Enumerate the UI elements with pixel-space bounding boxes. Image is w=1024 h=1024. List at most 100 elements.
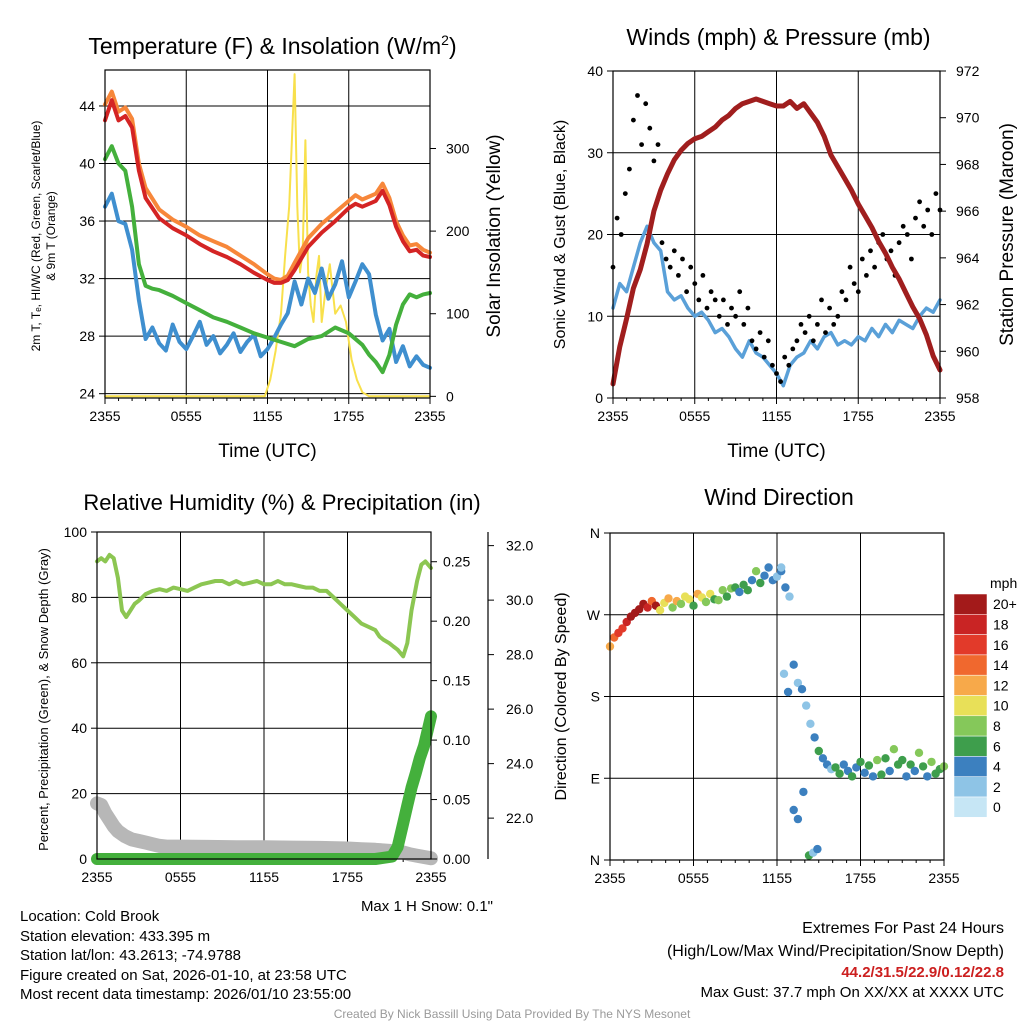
direction-point (873, 755, 882, 765)
direction-point (643, 603, 652, 612)
direction-point (793, 678, 803, 688)
chart-title: Wind Direction (704, 484, 854, 510)
gust-point (770, 362, 775, 368)
gust-point (831, 322, 837, 327)
x-tick-label: 1155 (252, 408, 282, 424)
y2-tick-label: 960 (956, 343, 980, 359)
chart-title-sup: 2 (441, 32, 449, 48)
gust-point (741, 322, 747, 327)
gust-point (855, 289, 861, 295)
series-line (103, 98, 432, 285)
y3-tick-label: 30.0 (506, 592, 533, 608)
y2-axis-label: Station Pressure (Maroon) (997, 123, 1018, 346)
created-text: Figure created on Sat, 2026-01-10, at 23… (20, 966, 347, 984)
gust-point (745, 305, 751, 311)
x-tick-label: 0555 (679, 408, 710, 424)
direction-point (722, 592, 732, 601)
direction-point (868, 772, 878, 781)
gust-point (904, 232, 910, 237)
colorbar-label: 12 (993, 677, 1009, 693)
colorbar-label: 8 (993, 718, 1001, 734)
gust-point (872, 264, 877, 270)
gust-point (843, 297, 849, 303)
gust-point (704, 305, 710, 311)
x-tick-label: 0555 (678, 870, 709, 886)
y2-tick-label: 968 (956, 156, 980, 172)
x-tick-label: 2355 (928, 870, 959, 886)
x-tick-label: 2355 (924, 408, 955, 424)
colorbar-swatch (953, 593, 988, 615)
gust-point (663, 256, 669, 262)
gust-point (900, 223, 906, 229)
gust-point (909, 256, 914, 262)
wind-direction-chart: Wind Direction 2355 0555 1155 1755 2355 N E S W N D… (553, 484, 1017, 886)
y-tick-label: 32 (79, 271, 95, 287)
direction-point (735, 587, 744, 597)
y2-tick-label: 966 (956, 203, 980, 219)
colorbar-label: 18 (993, 616, 1009, 632)
gust-point (790, 346, 796, 352)
x-tick-label: 1755 (332, 869, 363, 885)
gust-point (651, 158, 657, 164)
y-axis-label: Direction (Colored By Speed) (553, 592, 570, 800)
x-tick-label: 1155 (761, 408, 791, 424)
y-tick-label: N (590, 525, 600, 541)
y2-tick-label: 0.15 (443, 673, 470, 689)
colorbar-swatch (953, 614, 988, 635)
series-line (103, 144, 432, 375)
y3-tick-label: 22.0 (506, 810, 533, 826)
direction-point (818, 754, 828, 763)
x-tick-label: 1755 (333, 408, 364, 424)
gust-point (725, 322, 730, 327)
gust-point (667, 264, 673, 270)
extremes-legend: (High/Low/Max Wind/Precipitation/Snow De… (666, 943, 1004, 960)
gust-point (815, 322, 820, 327)
x-tick-label: 0555 (171, 408, 202, 424)
colorbar-label: 2 (993, 779, 1001, 795)
station-info: Location: Cold Brook Station elevation: … (20, 907, 351, 1005)
direction-point (676, 599, 686, 609)
x-tick-label: 2355 (415, 869, 446, 885)
colorbar-swatch (953, 735, 988, 757)
gust-point (733, 313, 738, 319)
gust-point (659, 240, 665, 246)
direction-point (898, 755, 907, 765)
direction-point (847, 772, 857, 781)
y2-tick-label: 0.25 (443, 554, 470, 570)
gust-point (614, 215, 620, 221)
gust-point (700, 273, 706, 278)
gust-point (712, 297, 718, 303)
x-tick-label: 1155 (762, 870, 792, 886)
direction-point (831, 763, 840, 772)
y-axis-label-line2: & 9m T (Orange) (44, 191, 58, 281)
y-tick-label: 100 (64, 524, 88, 540)
colorbar-title: mph (990, 575, 1017, 591)
colorbar-swatch (953, 776, 988, 798)
y2-tick-label: 300 (446, 140, 470, 156)
direction-point (885, 766, 894, 776)
plot-border (96, 531, 432, 860)
gust-point (925, 207, 931, 213)
direction-point (902, 772, 911, 781)
humidity-chart: Relative Humidity (%) & Precipitation (i… (36, 490, 533, 915)
gust-point (782, 354, 788, 360)
extremes-info: Extremes For Past 24 Hours (High/Low/Max… (667, 917, 1004, 1002)
gust-point (823, 330, 828, 335)
gust-point (835, 313, 841, 319)
x-tick-label: 2355 (414, 408, 445, 424)
gust-point (627, 166, 632, 172)
gust-point (929, 232, 935, 237)
gust-point (631, 117, 636, 123)
y-tick-label: 40 (79, 156, 95, 172)
direction-point (689, 601, 698, 610)
direction-point (714, 596, 723, 605)
direction-point (881, 754, 890, 763)
gust-point (622, 191, 628, 197)
colorbar-swatch (953, 695, 988, 717)
gust-point (806, 313, 812, 319)
direction-point (927, 757, 936, 767)
gust-point (819, 297, 824, 303)
y-axis-label-line1: 2m T, Tₑ, HI/WC (Red, Green, Scarlet/Blu… (29, 121, 43, 352)
series-line (104, 73, 431, 398)
gust-point (639, 142, 644, 148)
